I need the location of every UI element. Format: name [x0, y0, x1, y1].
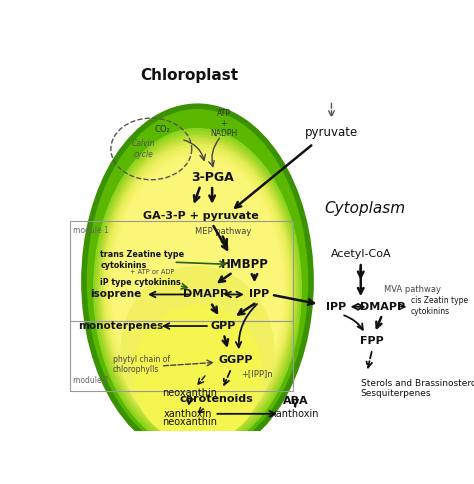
Text: MVA pathway: MVA pathway: [384, 285, 441, 294]
Text: IPP: IPP: [326, 302, 346, 312]
Ellipse shape: [109, 153, 286, 425]
Text: module 2: module 2: [73, 377, 109, 385]
Text: GA-3-P + pyruvate: GA-3-P + pyruvate: [143, 211, 258, 221]
Text: + ATP or ADP: + ATP or ADP: [130, 269, 174, 275]
Text: xanthoxin: xanthoxin: [163, 409, 212, 419]
Ellipse shape: [99, 137, 296, 441]
Text: monoterpenes: monoterpenes: [78, 321, 163, 331]
Text: Chloroplast: Chloroplast: [141, 68, 239, 82]
Text: HMBPP: HMBPP: [221, 258, 269, 271]
Text: CO₂: CO₂: [154, 125, 170, 134]
Text: iP type cytokinins: iP type cytokinins: [100, 278, 181, 287]
Bar: [70, 321, 293, 391]
Ellipse shape: [132, 304, 263, 443]
Text: ABA: ABA: [283, 396, 308, 406]
Text: carotenoids: carotenoids: [179, 394, 253, 404]
Bar: [70, 221, 293, 321]
Text: isoprene: isoprene: [90, 289, 142, 300]
Text: trans Zeatine type
cytokinins: trans Zeatine type cytokinins: [100, 250, 184, 270]
Ellipse shape: [93, 128, 302, 450]
Ellipse shape: [103, 144, 292, 435]
Text: Calvin
cycle: Calvin cycle: [132, 139, 155, 159]
Text: DMAPP: DMAPP: [360, 302, 405, 312]
Ellipse shape: [97, 134, 298, 444]
Text: Acetyl-CoA: Acetyl-CoA: [330, 249, 391, 259]
Text: module 1: module 1: [73, 226, 109, 235]
Text: GGPP: GGPP: [219, 355, 253, 365]
Text: 3-PGA: 3-PGA: [191, 171, 234, 184]
Ellipse shape: [120, 266, 274, 436]
Text: FPP: FPP: [360, 336, 384, 347]
Text: ATP
+
NADPH: ATP + NADPH: [210, 108, 237, 138]
Text: DMAPP: DMAPP: [182, 289, 228, 300]
Text: Sesquiterpenes: Sesquiterpenes: [361, 389, 431, 397]
Ellipse shape: [107, 150, 288, 428]
Ellipse shape: [105, 147, 290, 431]
Text: Sterols and Brassinosteroids: Sterols and Brassinosteroids: [361, 378, 474, 388]
Ellipse shape: [84, 106, 311, 456]
Text: MEP pathway: MEP pathway: [195, 227, 251, 236]
Text: pyruvate: pyruvate: [305, 126, 358, 139]
Ellipse shape: [95, 131, 300, 447]
Text: xanthoxin: xanthoxin: [271, 409, 319, 419]
Text: GPP: GPP: [211, 321, 237, 331]
Text: neoxanthin: neoxanthin: [162, 388, 217, 398]
Text: phytyl chain of
chlorophylls: phytyl chain of chlorophylls: [113, 355, 170, 374]
Text: cis Zeatin type
cytokinins: cis Zeatin type cytokinins: [411, 296, 468, 316]
Text: Cytoplasm: Cytoplasm: [324, 201, 405, 216]
Text: neoxanthin: neoxanthin: [162, 417, 217, 426]
Ellipse shape: [101, 140, 294, 438]
Text: IPP: IPP: [249, 289, 269, 300]
Text: +[IPP]n: +[IPP]n: [241, 369, 273, 378]
Ellipse shape: [111, 156, 283, 422]
